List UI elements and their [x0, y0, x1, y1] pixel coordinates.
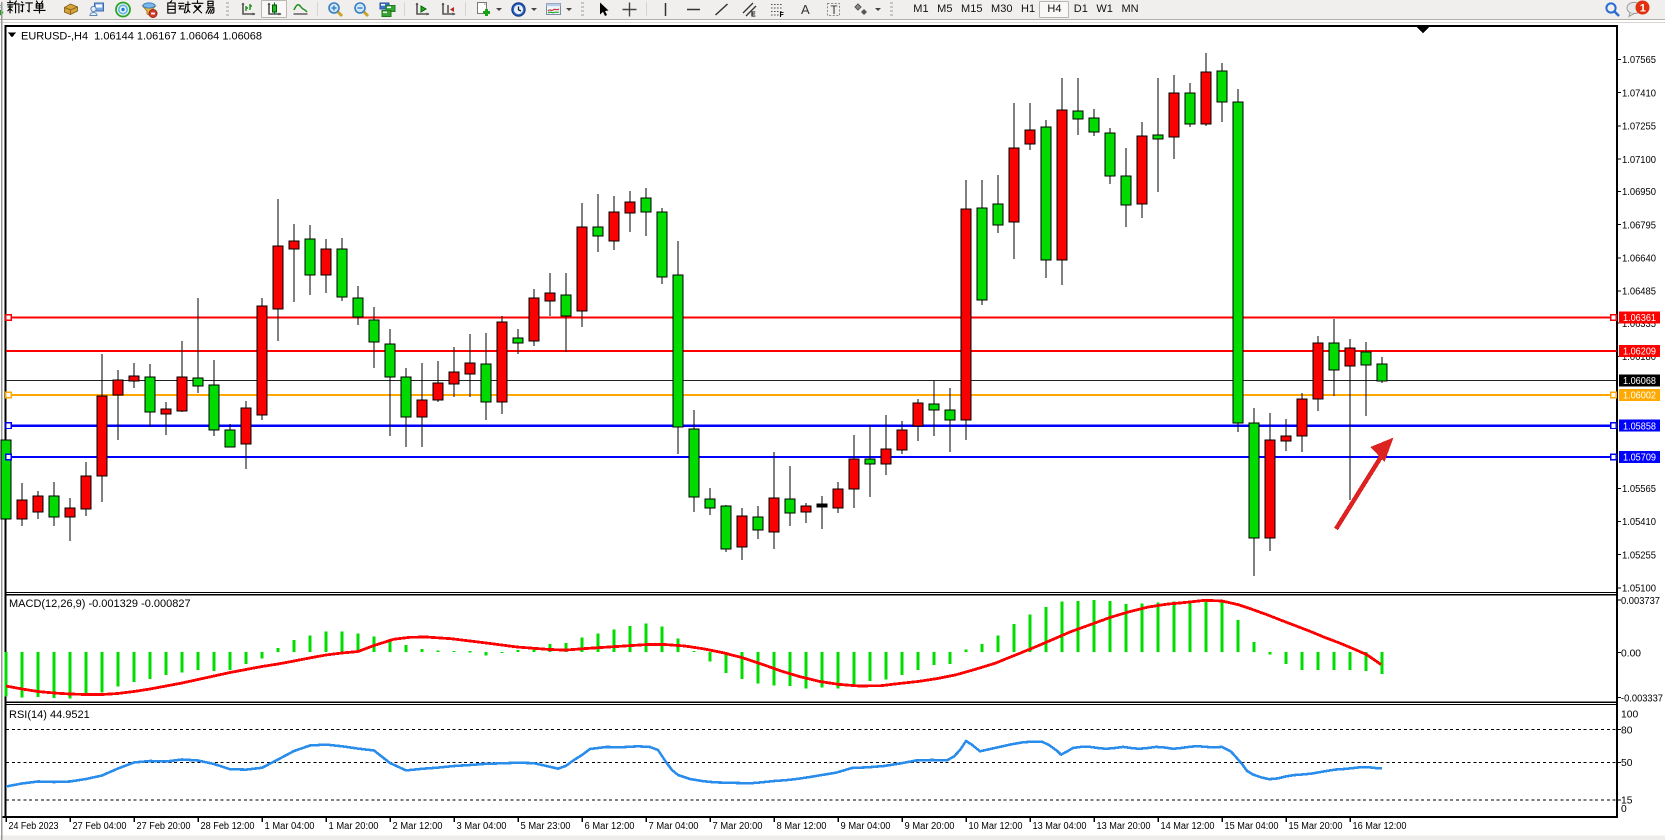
svg-text:15 Mar 04:00: 15 Mar 04:00: [1225, 821, 1279, 832]
svg-text:MACD(12,26,9) -0.001329 -0.000: MACD(12,26,9) -0.001329 -0.000827: [9, 598, 191, 610]
svg-text:6 Mar 12:00: 6 Mar 12:00: [585, 821, 635, 832]
svg-text:50: 50: [1621, 758, 1633, 769]
svg-text:1.06795: 1.06795: [1622, 219, 1656, 231]
svg-text:EURUSD-,H4 1.06144 1.06167 1.: EURUSD-,H4 1.06144 1.06167 1.06064 1.060…: [21, 31, 262, 43]
svg-text:100: 100: [1621, 710, 1638, 721]
svg-text:T: T: [830, 5, 837, 17]
svg-text:1.07255: 1.07255: [1622, 121, 1656, 133]
svg-text:7 Mar 20:00: 7 Mar 20:00: [713, 821, 763, 832]
svg-text:1.07100: 1.07100: [1622, 154, 1656, 166]
svg-text:9 Mar 20:00: 9 Mar 20:00: [905, 821, 955, 832]
svg-text:16 Mar 12:00: 16 Mar 12:00: [1353, 821, 1407, 832]
svg-text:2 Mar 12:00: 2 Mar 12:00: [393, 821, 443, 832]
svg-text:8 Mar 12:00: 8 Mar 12:00: [777, 821, 827, 832]
svg-text:14 Mar 12:00: 14 Mar 12:00: [1161, 821, 1215, 832]
svg-text:1.06950: 1.06950: [1622, 186, 1656, 198]
svg-text:0.00: 0.00: [1621, 648, 1641, 659]
svg-text:1.05100: 1.05100: [1622, 583, 1656, 595]
svg-text:1.06068: 1.06068: [1623, 375, 1656, 387]
svg-text:80: 80: [1621, 726, 1633, 737]
svg-text:28 Feb 12:00: 28 Feb 12:00: [201, 821, 255, 832]
svg-text:1.06361: 1.06361: [1623, 312, 1656, 324]
svg-text:1 Mar 04:00: 1 Mar 04:00: [265, 821, 315, 832]
svg-text:10 Mar 12:00: 10 Mar 12:00: [969, 821, 1023, 832]
svg-text:27 Feb 04:00: 27 Feb 04:00: [73, 821, 127, 832]
svg-text:RSI(14) 44.9521: RSI(14) 44.9521: [9, 709, 90, 721]
svg-text:1.06485: 1.06485: [1622, 286, 1656, 298]
svg-text:1.07565: 1.07565: [1622, 54, 1656, 66]
svg-text:1.07410: 1.07410: [1622, 87, 1656, 99]
svg-text:0.003737: 0.003737: [1621, 596, 1660, 607]
svg-text:13 Mar 20:00: 13 Mar 20:00: [1097, 821, 1151, 832]
svg-text:3 Mar 04:00: 3 Mar 04:00: [457, 821, 507, 832]
svg-text:A: A: [801, 2, 810, 17]
svg-text:7 Mar 04:00: 7 Mar 04:00: [649, 821, 699, 832]
svg-text:1.06640: 1.06640: [1622, 253, 1656, 265]
svg-text:1.06002: 1.06002: [1623, 390, 1656, 402]
svg-text:1 Mar 20:00: 1 Mar 20:00: [329, 821, 379, 832]
svg-text:1.05565: 1.05565: [1622, 483, 1656, 495]
svg-text:1.06209: 1.06209: [1623, 346, 1656, 358]
svg-text:0: 0: [1621, 804, 1627, 815]
svg-text:1.05858: 1.05858: [1623, 420, 1656, 432]
svg-text:1: 1: [1640, 3, 1646, 15]
svg-text:24 Feb 2023: 24 Feb 2023: [9, 821, 59, 832]
svg-text:13 Mar 04:00: 13 Mar 04:00: [1033, 821, 1087, 832]
svg-text:F: F: [779, 12, 784, 18]
svg-text:15 Mar 20:00: 15 Mar 20:00: [1289, 821, 1343, 832]
svg-text:1.05709: 1.05709: [1623, 452, 1656, 464]
svg-text:15: 15: [1621, 796, 1633, 807]
svg-text:9 Mar 04:00: 9 Mar 04:00: [841, 821, 891, 832]
svg-text:E: E: [751, 11, 756, 18]
svg-text:1.05255: 1.05255: [1622, 549, 1656, 561]
svg-text:1.05410: 1.05410: [1622, 516, 1656, 528]
svg-text:5 Mar 23:00: 5 Mar 23:00: [521, 821, 571, 832]
svg-text:27 Feb 20:00: 27 Feb 20:00: [137, 821, 191, 832]
svg-text:-0.003337: -0.003337: [1621, 693, 1663, 704]
